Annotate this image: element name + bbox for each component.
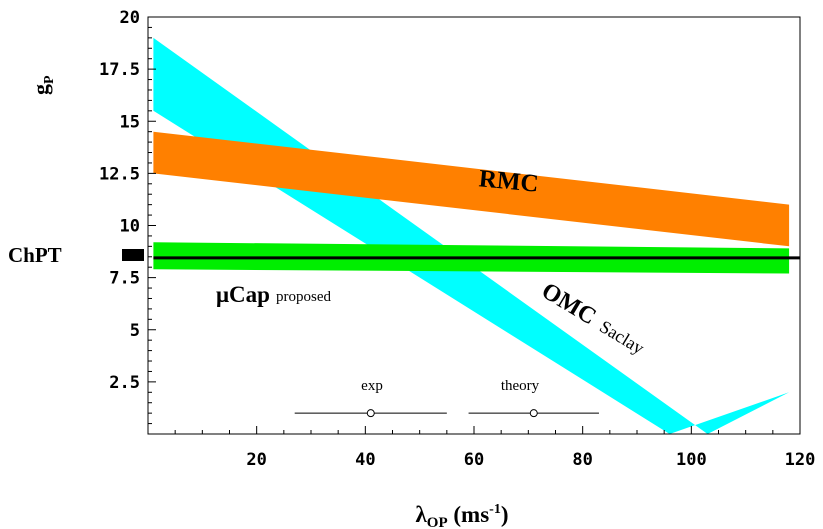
y-tick-label: 12.5 (99, 164, 140, 184)
y-tick-label: 10 (120, 217, 140, 237)
theory-point (529, 409, 538, 418)
y-axis-ticks: 2.5 5 7.5 10 12.5 15 17.5 20 (99, 8, 156, 425)
x-tick-label: 20 (246, 450, 266, 470)
mucap-label: μCap (216, 282, 270, 307)
mucap-sublabel: proposed (276, 289, 331, 305)
y-tick-label: 15 (120, 112, 140, 132)
y-tick-label: 2.5 (109, 373, 140, 393)
x-tick-label: 80 (572, 450, 592, 470)
rmc-band (153, 131, 790, 247)
chpt-marker (122, 249, 144, 261)
y-axis-label: gP (28, 75, 57, 95)
x-tick-label: 40 (355, 450, 375, 470)
theory-label: theory (501, 378, 540, 394)
exp-point (366, 409, 375, 418)
exp-label: exp (361, 378, 383, 394)
x-tick-label: 60 (464, 450, 484, 470)
error-bars (294, 409, 599, 418)
y-tick-label: 17.5 (99, 60, 140, 80)
omc-sublabel: Saclay (596, 316, 647, 358)
x-tick-label: 100 (676, 450, 707, 470)
chpt-label: ChPT (8, 243, 62, 267)
x-axis-ticks: 20 40 60 80 100 120 (174, 426, 816, 470)
x-tick-label: 120 (785, 450, 816, 470)
y-tick-label: 5 (130, 321, 140, 341)
plot-area (147, 16, 801, 435)
y-tick-label: 7.5 (109, 269, 140, 289)
omc-band (153, 37, 790, 435)
rmc-label: RMC (478, 165, 540, 197)
x-axis-label: λOP (ms-1) (415, 502, 508, 529)
y-tick-label: 20 (120, 8, 140, 28)
